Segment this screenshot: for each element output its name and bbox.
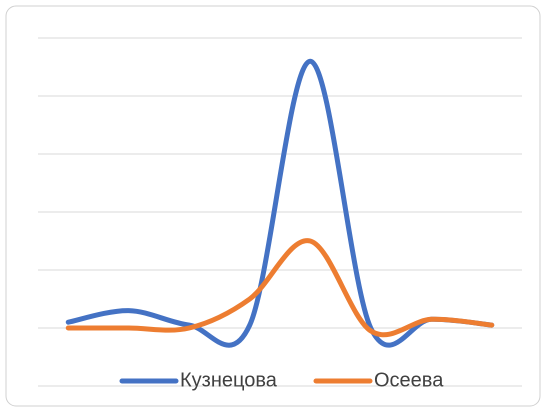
series-line — [65, 238, 495, 338]
legend-label: Кузнецова — [180, 369, 278, 391]
legend-label: Осеева — [374, 369, 444, 391]
series-line — [65, 58, 495, 348]
